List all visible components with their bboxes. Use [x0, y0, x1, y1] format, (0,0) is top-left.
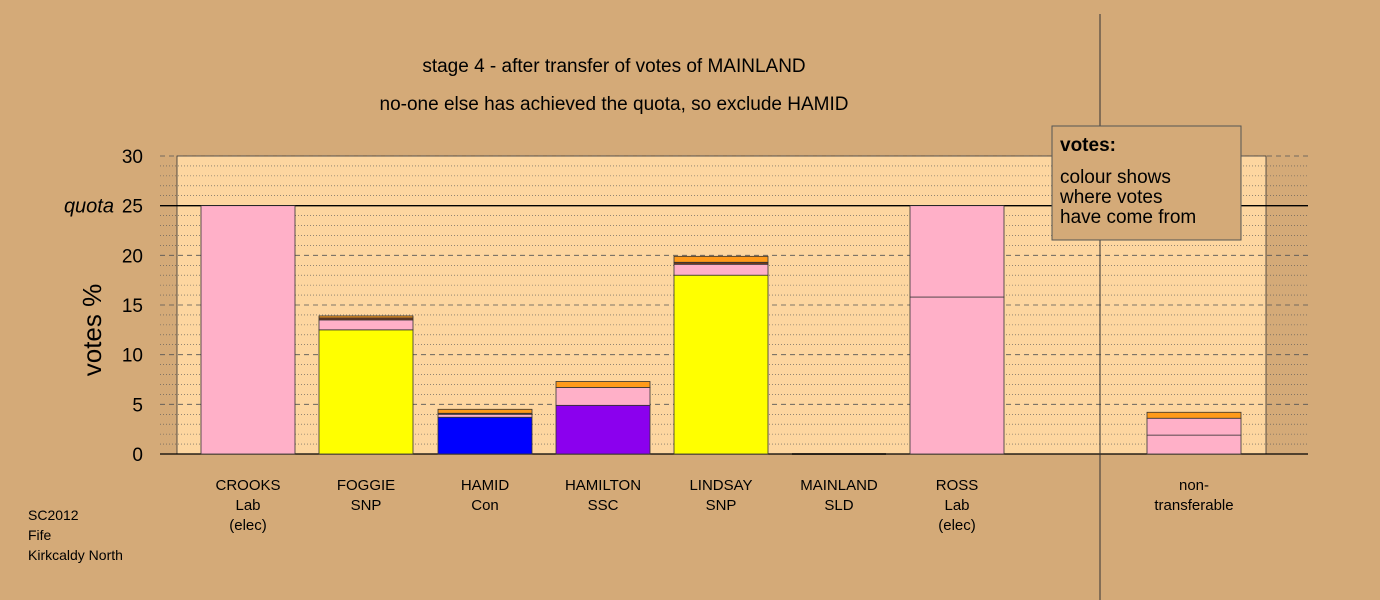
- category-label: SLD: [824, 497, 853, 514]
- footer-line: Fife: [28, 527, 52, 543]
- x-axis-labels: CROOKS Lab (elec) FOGGIE SNP HAMID Con HAMILTON…: [215, 477, 1233, 534]
- legend-heading: votes:: [1060, 135, 1116, 156]
- category-label: Con: [471, 497, 499, 514]
- y-tick-label: 0: [132, 445, 143, 466]
- y-axis: 0 5 10 15 20 25 30 quota: [64, 147, 143, 466]
- bar-segment: [909, 296, 1005, 455]
- bar-segment: [673, 274, 769, 455]
- bar-segment: [318, 319, 414, 331]
- y-tick-label: 20: [122, 246, 143, 267]
- category-label: HAMID: [461, 477, 510, 494]
- bar-segment: [555, 387, 651, 406]
- category-label: HAMILTON: [565, 477, 641, 494]
- bar-segment: [200, 205, 296, 455]
- bar-segment: [555, 404, 651, 455]
- bar-segment: [909, 205, 1005, 298]
- bars: [200, 205, 1242, 455]
- category-label: CROOKS: [215, 477, 280, 494]
- chart-title: stage 4 - after transfer of votes of MAI…: [422, 56, 805, 77]
- legend: votes: colour shows where votes have com…: [1051, 125, 1242, 241]
- bar-segment: [318, 315, 414, 319]
- category-label: MAINLAND: [800, 477, 878, 494]
- chart-subtitle: no-one else has achieved the quota, so e…: [380, 94, 849, 115]
- category-label: SNP: [351, 497, 382, 514]
- y-tick-label: 30: [122, 147, 143, 168]
- bar-segment: [437, 408, 533, 414]
- legend-line: have come from: [1060, 207, 1196, 228]
- footer-line: Kirkcaldy North: [28, 547, 123, 563]
- category-label: transferable: [1154, 497, 1233, 514]
- y-axis-label: votes %: [77, 284, 107, 377]
- bar-segment: [1146, 417, 1242, 436]
- bar-segment: [1146, 411, 1242, 419]
- bar-segment: [1146, 434, 1242, 455]
- category-label: (elec): [229, 517, 267, 534]
- legend-line: where votes: [1059, 187, 1162, 208]
- category-label: ROSS: [936, 477, 979, 494]
- quota-label: quota: [64, 196, 114, 218]
- bar-segment: [673, 263, 769, 276]
- bar-segment: [673, 255, 769, 263]
- bar-segment: [318, 329, 414, 455]
- legend-box: [1051, 125, 1242, 241]
- bar-segment: [437, 416, 533, 455]
- footer-line: SC2012: [28, 507, 79, 523]
- category-label: Lab: [235, 497, 260, 514]
- category-label: (elec): [938, 517, 976, 534]
- y-tick-label: 15: [122, 296, 143, 317]
- category-label: Lab: [944, 497, 969, 514]
- category-label: LINDSAY: [689, 477, 752, 494]
- footer: SC2012 Fife Kirkcaldy North: [28, 507, 123, 563]
- category-label: FOGGIE: [337, 477, 395, 494]
- y-tick-label: 25: [122, 197, 143, 218]
- category-label: SNP: [706, 497, 737, 514]
- category-label: SSC: [588, 497, 619, 514]
- legend-line: colour shows: [1060, 167, 1171, 188]
- y-tick-label: 10: [122, 346, 143, 367]
- bar-segment: [555, 381, 651, 388]
- bar-segment: [437, 413, 533, 418]
- category-label: non-: [1179, 477, 1209, 494]
- y-tick-label: 5: [132, 395, 143, 416]
